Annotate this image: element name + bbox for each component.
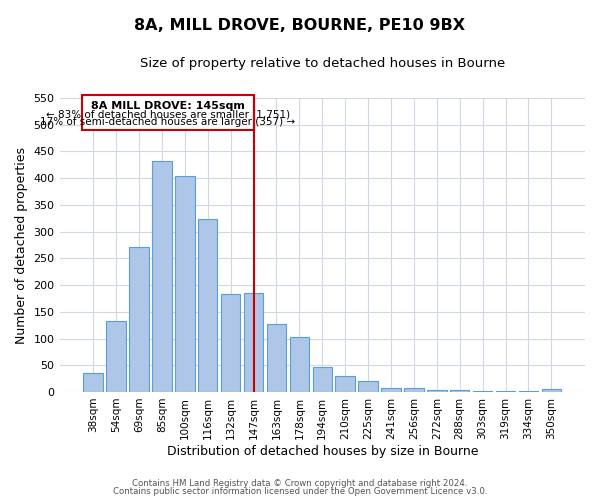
Bar [83, 374, 103, 392]
Text: 8A MILL DROVE: 145sqm: 8A MILL DROVE: 145sqm [91, 100, 245, 110]
Bar [381, 388, 401, 392]
Bar [542, 390, 561, 392]
Bar [358, 382, 378, 392]
Y-axis label: Number of detached properties: Number of detached properties [15, 146, 28, 344]
Bar [450, 390, 469, 392]
Text: Contains HM Land Registry data © Crown copyright and database right 2024.: Contains HM Land Registry data © Crown c… [132, 478, 468, 488]
Text: ← 83% of detached houses are smaller (1,751): ← 83% of detached houses are smaller (1,… [46, 110, 290, 120]
Title: Size of property relative to detached houses in Bourne: Size of property relative to detached ho… [140, 58, 505, 70]
Bar [473, 391, 493, 392]
Bar [335, 376, 355, 392]
Bar [129, 246, 149, 392]
Bar [221, 294, 241, 392]
Bar [404, 388, 424, 392]
X-axis label: Distribution of detached houses by size in Bourne: Distribution of detached houses by size … [167, 444, 478, 458]
Bar [267, 324, 286, 392]
Bar [244, 293, 263, 392]
Text: 17% of semi-detached houses are larger (357) →: 17% of semi-detached houses are larger (… [40, 118, 295, 128]
Bar [496, 391, 515, 392]
Bar [427, 390, 446, 392]
Bar [313, 368, 332, 392]
Text: 8A, MILL DROVE, BOURNE, PE10 9BX: 8A, MILL DROVE, BOURNE, PE10 9BX [134, 18, 466, 32]
Bar [152, 161, 172, 392]
Text: Contains public sector information licensed under the Open Government Licence v3: Contains public sector information licen… [113, 487, 487, 496]
Bar [175, 176, 194, 392]
Bar [106, 321, 126, 392]
Bar [290, 337, 309, 392]
Bar [198, 220, 217, 392]
FancyBboxPatch shape [82, 96, 254, 130]
